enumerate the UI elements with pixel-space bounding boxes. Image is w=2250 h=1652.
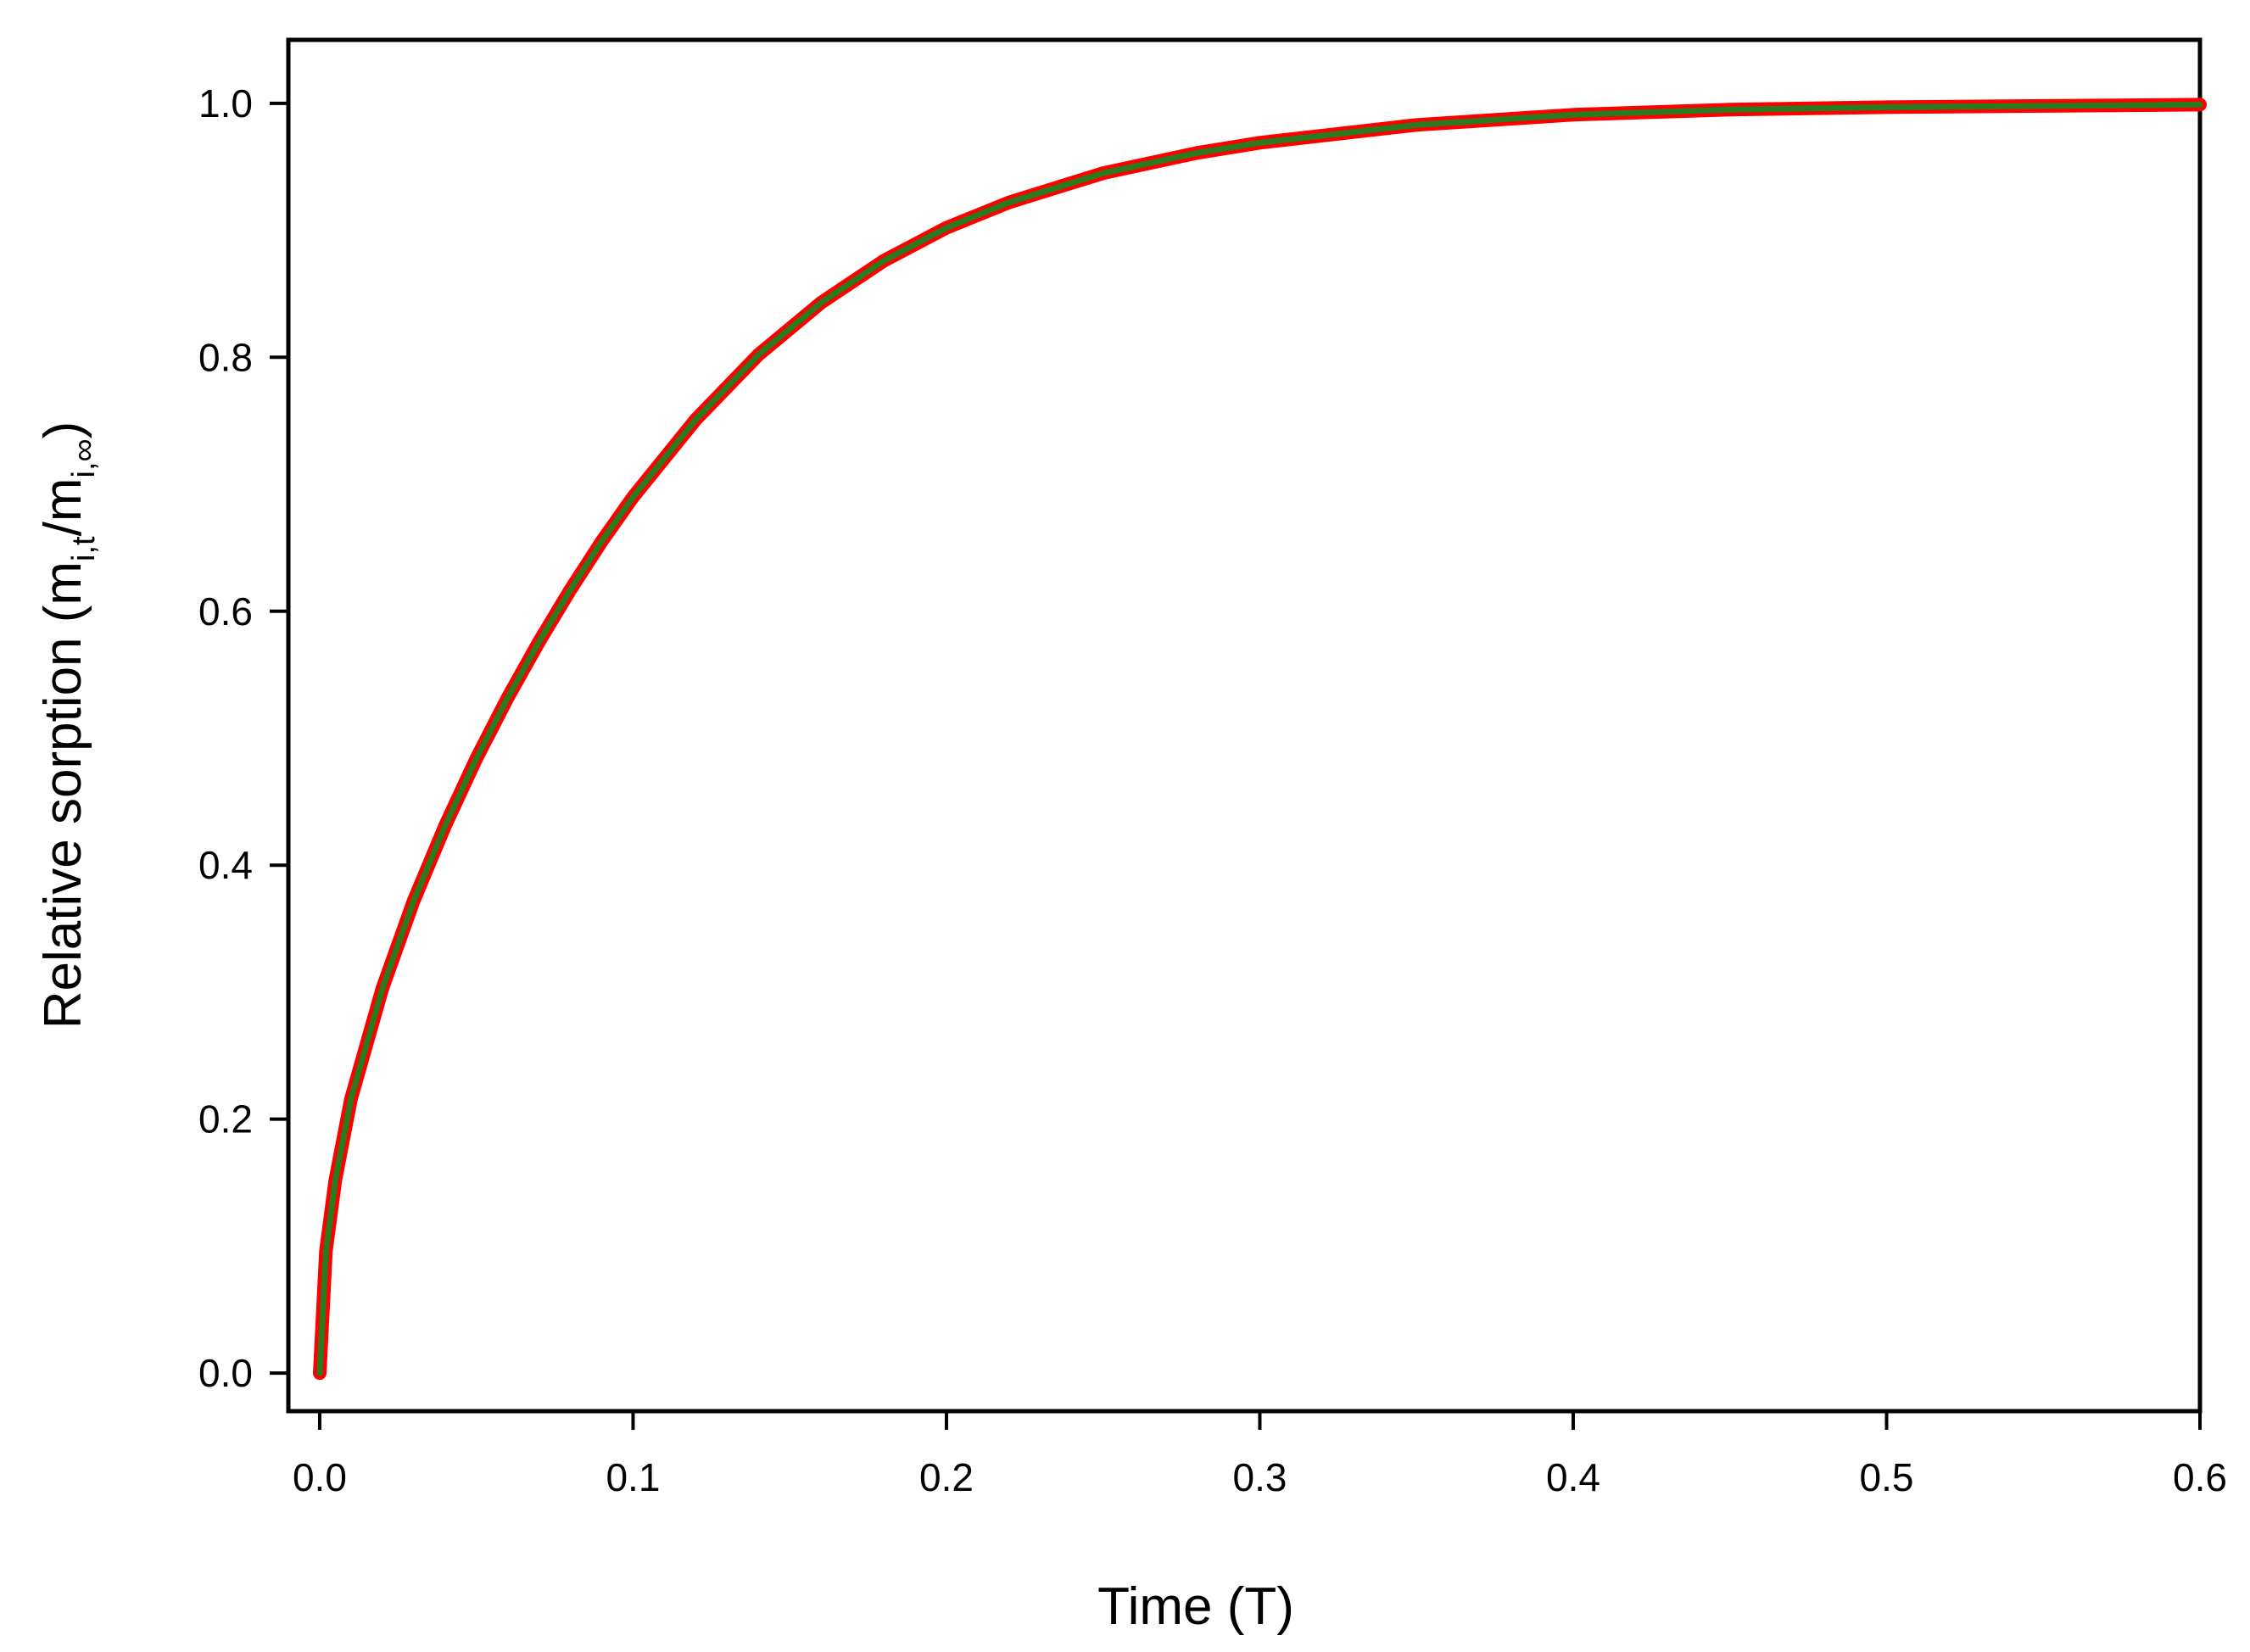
x-tick-label: 0.6	[2173, 1455, 2227, 1499]
y-axis-title-sub1: i,t	[66, 536, 102, 561]
x-tick-label: 0.0	[293, 1455, 347, 1499]
x-tick-label: 0.5	[1860, 1455, 1914, 1499]
x-axis-ticks: 0.0 0.1 0.2 0.3 0.4 0.5 0.6	[293, 1411, 2227, 1499]
series-line-1	[313, 98, 2207, 1381]
y-tick-label: 1.0	[198, 81, 253, 126]
y-tick-label: 0.4	[198, 843, 253, 887]
y-tick-label: 0.0	[198, 1351, 253, 1395]
y-axis-title-sub2: i,∞	[66, 438, 102, 477]
y-axis-title-main: Relative sorption (m	[34, 561, 92, 1029]
y-axis-ticks: 0.0 0.2 0.4 0.6 0.8 1.0	[198, 81, 288, 1395]
y-axis-title-end: )	[34, 421, 92, 439]
x-tick-label: 0.3	[1232, 1455, 1287, 1499]
plot-frame	[286, 37, 2203, 1414]
series-layer	[313, 98, 2207, 1381]
x-tick-label: 0.1	[606, 1455, 660, 1499]
x-tick-label: 0.2	[919, 1455, 974, 1499]
x-axis-title: Time (T)	[1097, 1577, 1294, 1636]
x-tick-label: 0.4	[1546, 1455, 1600, 1499]
y-tick-label: 0.8	[198, 335, 253, 379]
y-tick-label: 0.2	[198, 1097, 253, 1141]
y-tick-label: 0.6	[198, 589, 253, 633]
y-axis-title-mid: /m	[34, 478, 92, 537]
series-line-2	[316, 101, 2203, 1376]
y-axis-title: Relative sorption (mi,t/mi,∞)	[34, 421, 102, 1030]
